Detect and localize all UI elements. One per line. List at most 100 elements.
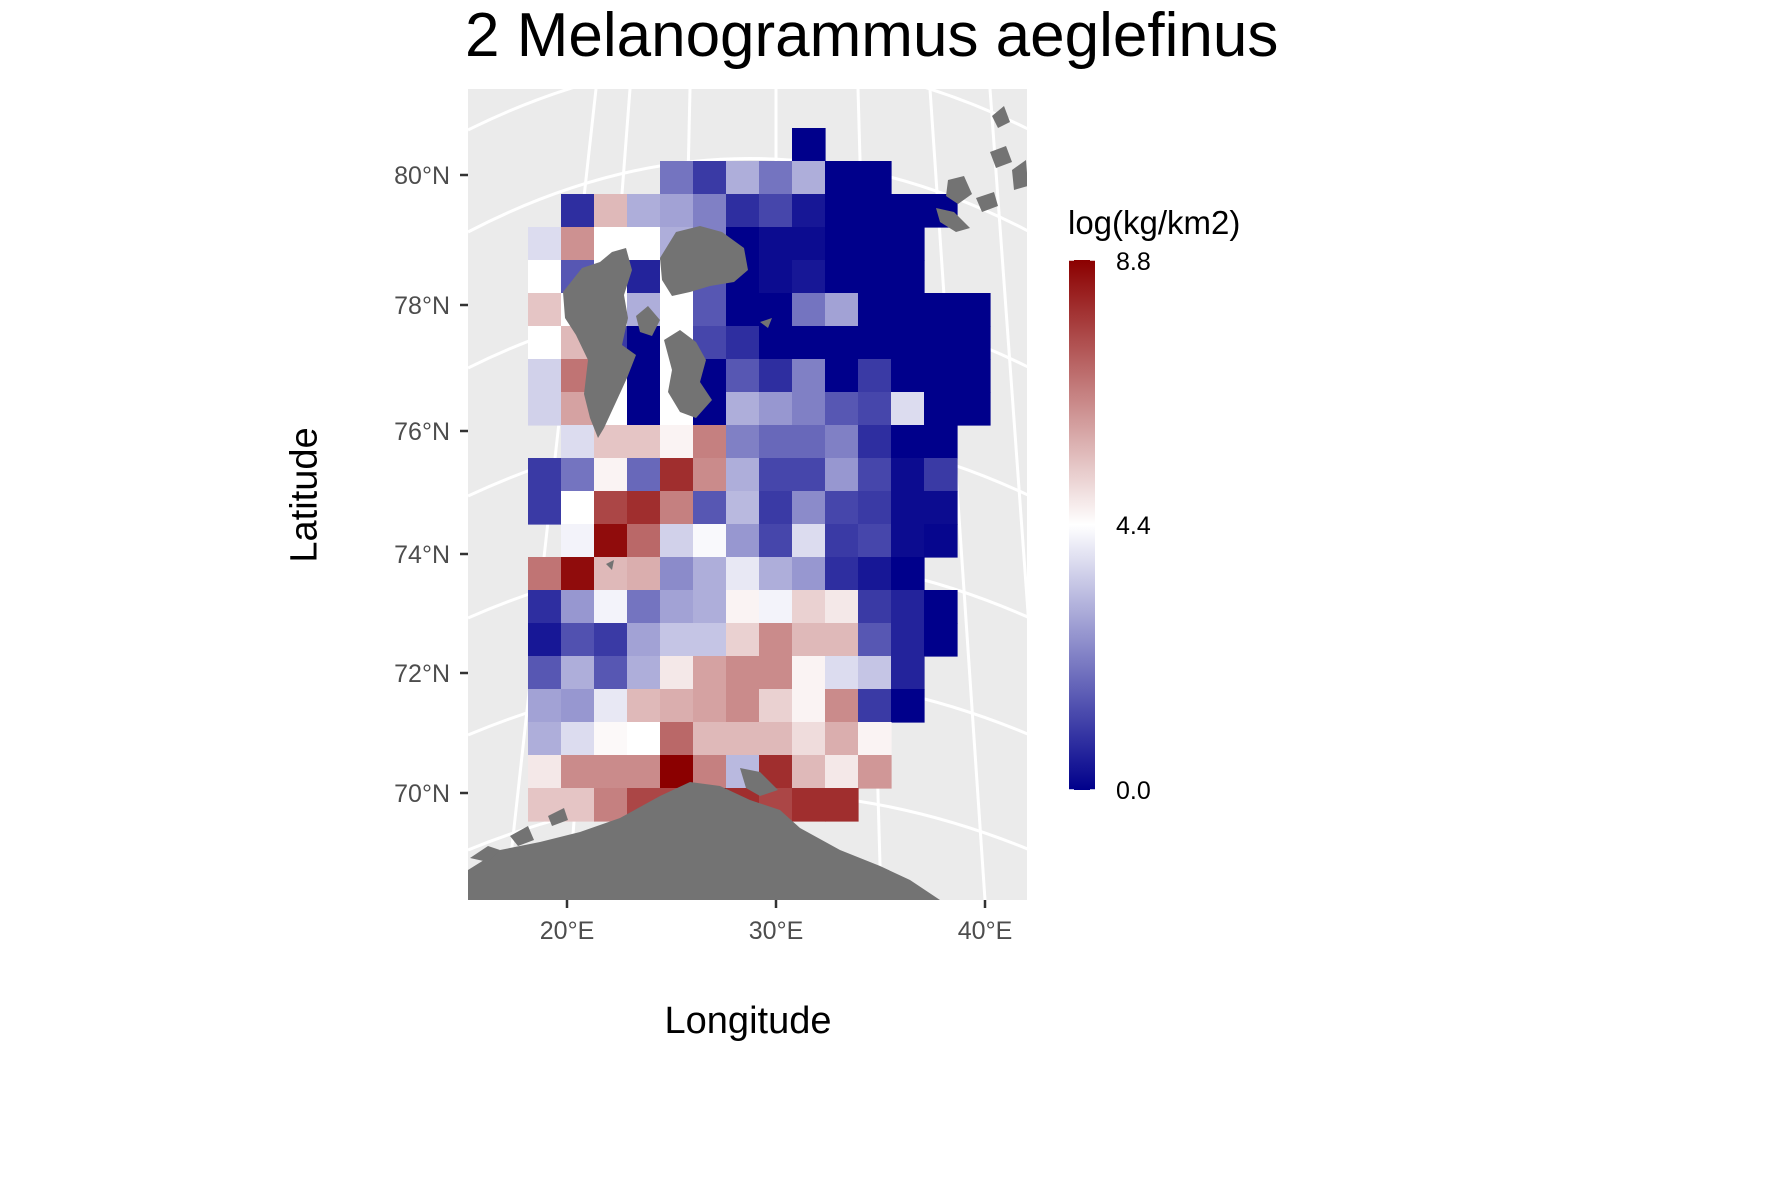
heatmap-cell: [726, 656, 760, 690]
heatmap-cell: [891, 656, 925, 690]
heatmap-cell: [528, 293, 562, 327]
land-masses: [468, 106, 1027, 900]
heatmap-cell: [627, 524, 661, 558]
heatmap-cell: [726, 359, 760, 393]
heatmap-cell: [924, 326, 958, 360]
heatmap-cell: [858, 722, 892, 756]
heatmap-cell: [726, 326, 760, 360]
heatmap-cell: [594, 491, 628, 525]
heatmap-cell: [660, 293, 694, 327]
heatmap-cell: [858, 689, 892, 723]
heatmap-cell: [759, 689, 793, 723]
heatmap-cell: [858, 557, 892, 591]
heatmap-cell: [660, 161, 694, 195]
heatmap-cell: [660, 689, 694, 723]
y-axis-label: Latitude: [283, 427, 326, 563]
heatmap-cell: [561, 656, 595, 690]
heatmap-cell: [726, 293, 760, 327]
heatmap-cell: [528, 755, 562, 789]
heatmap-cell: [627, 623, 661, 657]
heatmap-cell: [825, 326, 859, 360]
heatmap-cell: [924, 392, 958, 426]
lon-tick-label: 30°E: [748, 917, 804, 945]
lon-tick-label: 40°E: [957, 917, 1013, 945]
heatmap-cell: [561, 722, 595, 756]
heatmap-cell: [627, 425, 661, 459]
heatmap-cell: [726, 524, 760, 558]
heatmap-cell: [693, 722, 727, 756]
heatmap-cell: [726, 623, 760, 657]
heatmap-cell: [528, 260, 562, 294]
heatmap-cell: [660, 656, 694, 690]
heatmap-cell: [858, 425, 892, 459]
heatmap-cell: [726, 458, 760, 492]
x-axis-label: Longitude: [664, 1000, 832, 1042]
heatmap-cell: [924, 359, 958, 393]
heatmap-cell: [792, 161, 826, 195]
hopen-island-land: [760, 318, 772, 328]
heatmap-cell: [858, 458, 892, 492]
heatmap-cell: [660, 524, 694, 558]
heatmap-cell: [792, 425, 826, 459]
heatmap-cell: [792, 590, 826, 624]
heatmap-cell: [825, 161, 859, 195]
heatmap-cell: [825, 557, 859, 591]
heatmap-cell: [627, 227, 661, 261]
heatmap-cell: [594, 689, 628, 723]
lon-tick-label: 20°E: [539, 917, 595, 945]
heatmap-cell: [594, 524, 628, 558]
heatmap-cell: [594, 194, 628, 228]
lat-tick-label: 70°N: [394, 780, 450, 808]
heatmap-cell: [924, 293, 958, 327]
heatmap-cell: [528, 227, 562, 261]
heatmap-cell: [825, 491, 859, 525]
heatmap-cell: [792, 722, 826, 756]
heatmap-cell: [924, 524, 958, 558]
heatmap-cell: [528, 656, 562, 690]
heatmap-cell: [891, 458, 925, 492]
heatmap-cell: [858, 590, 892, 624]
svalbard-spitsbergen-land: [563, 248, 636, 438]
heatmap-cell: [792, 293, 826, 327]
heatmap-cell: [858, 392, 892, 426]
heatmap-cell: [561, 458, 595, 492]
heatmap-cell: [825, 359, 859, 393]
heatmap-cell: [561, 590, 595, 624]
heatmap-cell: [891, 590, 925, 624]
heatmap-cell: [693, 293, 727, 327]
heatmap-cell: [858, 491, 892, 525]
svalbard-east-island-land: [664, 330, 712, 418]
heatmap-cell: [858, 293, 892, 327]
heatmap-cell: [693, 689, 727, 723]
heatmap-cell: [825, 458, 859, 492]
heatmap-cell: [891, 194, 925, 228]
heatmap-cell: [858, 359, 892, 393]
heatmap-cell: [792, 227, 826, 261]
heatmap-cell: [825, 524, 859, 558]
lat-tick-label: 76°N: [394, 418, 450, 446]
heatmap-cell: [825, 293, 859, 327]
heatmap-cell: [792, 755, 826, 789]
heatmap-cell: [726, 491, 760, 525]
heatmap-cell: [825, 590, 859, 624]
heatmap-cell: [825, 623, 859, 657]
lat-tick-label: 78°N: [394, 292, 450, 320]
heatmap-cell: [891, 326, 925, 360]
heatmap-cell: [693, 656, 727, 690]
heatmap-cell: [693, 161, 727, 195]
heatmap-cell: [660, 458, 694, 492]
heatmap-cell: [759, 590, 793, 624]
heatmap-cell: [858, 326, 892, 360]
heatmap-cell: [528, 623, 562, 657]
heatmap-cell: [825, 260, 859, 294]
heatmap-cell: [726, 425, 760, 459]
heatmap-cell: [891, 524, 925, 558]
heatmap-cell: [594, 623, 628, 657]
heatmap-cell: [792, 491, 826, 525]
heatmap-cell: [792, 458, 826, 492]
longitude-gridline: [988, 89, 1027, 620]
heatmap-cell: [825, 194, 859, 228]
heatmap-cell: [891, 392, 925, 426]
heatmap-cell: [825, 755, 859, 789]
heatmap-cell: [726, 590, 760, 624]
